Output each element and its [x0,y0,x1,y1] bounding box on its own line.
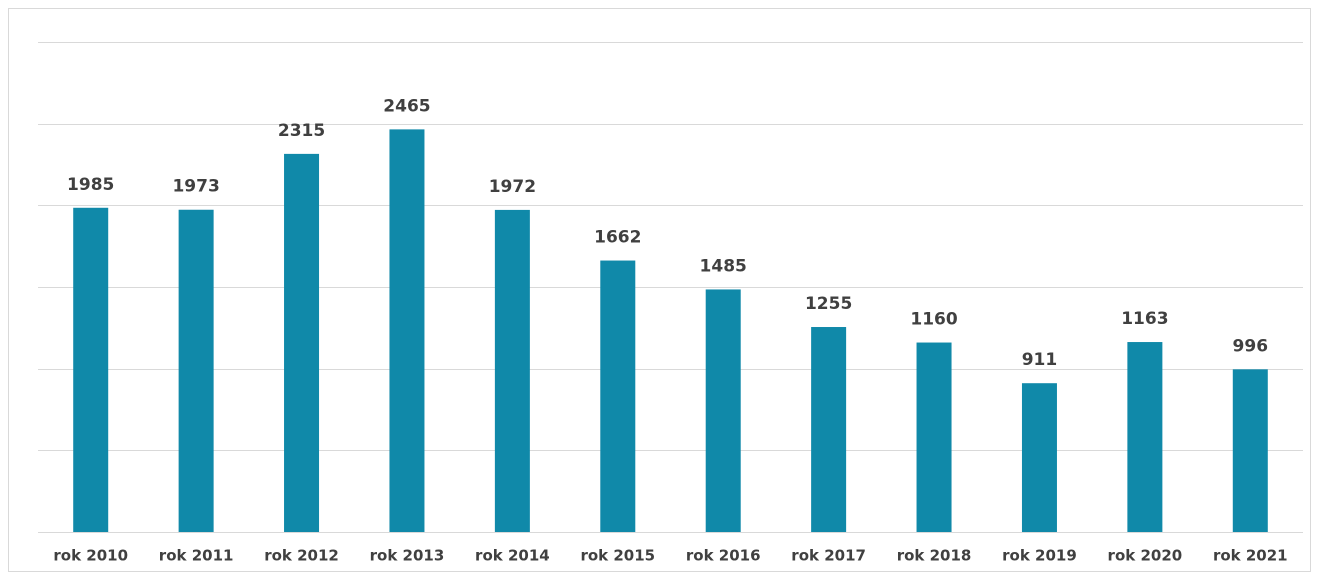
bar [600,260,636,532]
bar [1127,342,1163,532]
data-label: 1972 [489,177,536,197]
data-label: 2465 [383,96,430,116]
bar [811,327,847,532]
x-tick-label: rok 2019 [1002,547,1077,565]
x-tick-label: rok 2010 [53,547,128,565]
x-tick-label: rok 2020 [1108,547,1183,565]
x-tick-label: rok 2018 [897,547,972,565]
bar [1232,369,1268,532]
bar [284,153,320,532]
bar [494,209,530,532]
x-tick-label: rok 2013 [370,547,445,565]
x-tick-label: rok 2016 [686,547,761,565]
data-label: 1973 [172,177,219,197]
x-tick-label: rok 2015 [580,547,655,565]
x-tick-label: rok 2014 [475,547,550,565]
data-label: 1662 [594,228,641,248]
x-tick-label: rok 2011 [159,547,234,565]
data-label: 1163 [1121,309,1168,329]
data-label: 1160 [910,310,957,330]
data-label: 1255 [805,294,852,314]
data-label: 1485 [700,256,747,276]
bar [705,289,741,532]
data-label: 996 [1233,336,1269,356]
x-tick-label: rok 2021 [1213,547,1288,565]
x-tick-label: rok 2012 [264,547,339,565]
data-label: 2315 [278,121,325,141]
bar [389,129,425,532]
bar [916,342,952,532]
bar [73,207,109,533]
x-tick-label: rok 2017 [791,547,866,565]
data-label: 1985 [67,175,114,195]
bar [1021,383,1057,532]
data-label: 911 [1022,350,1058,370]
chart-border [8,8,1311,572]
bar [178,209,214,532]
